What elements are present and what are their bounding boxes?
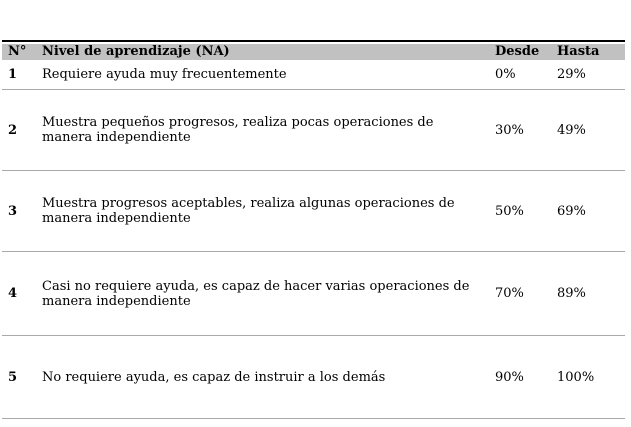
- table-row: 2 Muestra pequeños progresos, realiza po…: [2, 89, 625, 171]
- table-row: 3 Muestra progresos aceptables, realiza …: [2, 170, 625, 252]
- row-number-cell: 5: [2, 335, 40, 419]
- row-desde-cell: 0%: [492, 60, 554, 90]
- column-header-hasta: Hasta: [554, 44, 625, 60]
- table-row: 1 Requiere ayuda muy frecuentemente 0% 2…: [2, 60, 625, 90]
- table-row: 4 Casi no requiere ayuda, es capaz de ha…: [2, 251, 625, 336]
- row-desde-cell: 50%: [492, 170, 554, 252]
- row-hasta-cell: 29%: [554, 60, 625, 90]
- row-nivel-cell: Requiere ayuda muy frecuentemente: [40, 60, 492, 90]
- row-desde-cell: 30%: [492, 89, 554, 171]
- table-top-rule: [2, 40, 625, 42]
- row-nivel-cell: Casi no requiere ayuda, es capaz de hace…: [40, 251, 492, 336]
- row-hasta-cell: 69%: [554, 170, 625, 252]
- column-header-nivel: Nivel de aprendizaje (NA): [40, 44, 492, 60]
- column-header-desde: Desde: [492, 44, 554, 60]
- row-nivel-cell: No requiere ayuda, es capaz de instruir …: [40, 335, 492, 419]
- column-header-num: N°: [2, 44, 40, 60]
- learning-levels-table: N° Nivel de aprendizaje (NA) Desde Hasta…: [2, 40, 625, 419]
- row-hasta-cell: 89%: [554, 251, 625, 336]
- table-grid: N° Nivel de aprendizaje (NA) Desde Hasta…: [2, 44, 625, 419]
- row-hasta-cell: 49%: [554, 89, 625, 171]
- row-number-cell: 1: [2, 60, 40, 90]
- row-desde-cell: 90%: [492, 335, 554, 419]
- row-number-cell: 2: [2, 89, 40, 171]
- row-nivel-cell: Muestra pequeños progresos, realiza poca…: [40, 89, 492, 171]
- row-number-cell: 3: [2, 170, 40, 252]
- row-number-cell: 4: [2, 251, 40, 336]
- row-nivel-cell: Muestra progresos aceptables, realiza al…: [40, 170, 492, 252]
- table-row: 5 No requiere ayuda, es capaz de instrui…: [2, 335, 625, 419]
- table-header-row: N° Nivel de aprendizaje (NA) Desde Hasta: [2, 44, 625, 60]
- row-desde-cell: 70%: [492, 251, 554, 336]
- row-hasta-cell: 100%: [554, 335, 625, 419]
